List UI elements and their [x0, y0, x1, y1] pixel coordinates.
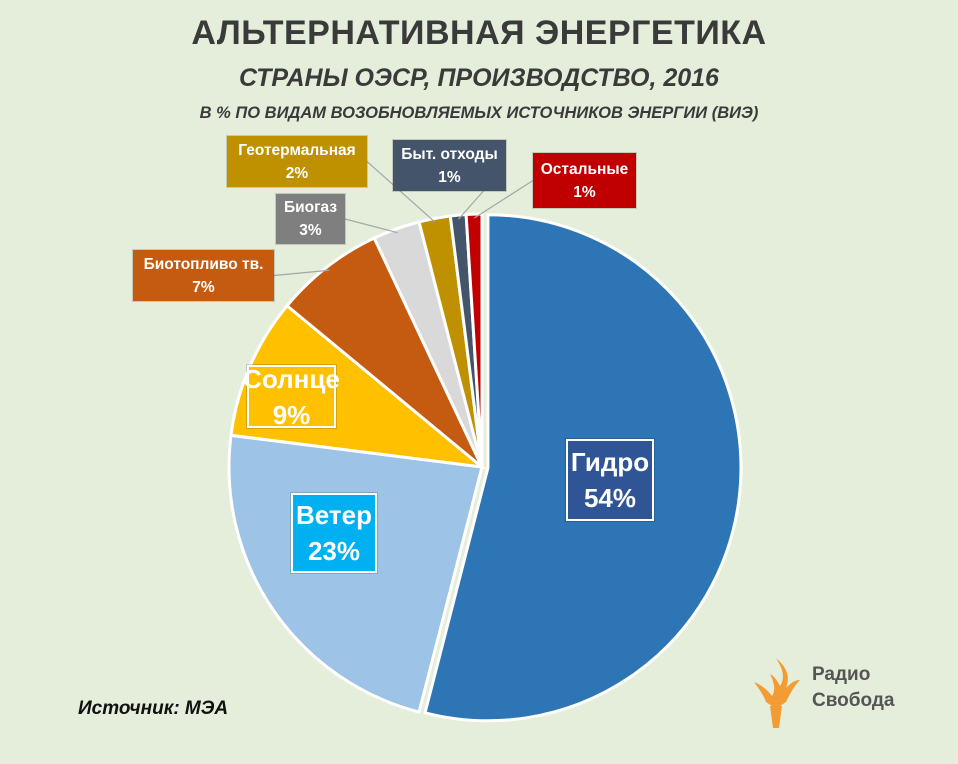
- slice-value: 1%: [573, 183, 596, 201]
- pie-slice-8: [464, 212, 484, 468]
- chart-note: В % ПО ВИДАМ ВОЗОБНОВЛЯЕМЫХ ИСТОЧНИКОВ Э…: [199, 104, 759, 122]
- pie-slice-4: [284, 236, 484, 469]
- slice-label-5: Биогаз 3%: [276, 194, 345, 244]
- slice-value: 1%: [438, 168, 461, 186]
- logo-line-2: Свобода: [812, 690, 895, 711]
- slice-name: Солнце: [243, 363, 340, 394]
- leader-line-5: [344, 218, 398, 234]
- slice-name: Быт. отходы: [401, 145, 498, 163]
- slice-name: Гидро: [570, 447, 650, 477]
- slice-label-4: Биотопливо тв. 7%: [133, 250, 274, 301]
- slice-value: 54%: [583, 483, 637, 513]
- leader-line-4: [273, 269, 330, 277]
- source-note: Источник: МЭА: [78, 698, 229, 719]
- leader-line-8: [473, 179, 534, 219]
- slice-value: 23%: [307, 536, 361, 566]
- logo-text: Радио Свобода: [812, 662, 894, 714]
- slice-label-3: Солнце 9%: [243, 364, 340, 430]
- logo-line-1: Радио: [812, 664, 871, 685]
- torch-icon: [754, 658, 800, 728]
- leader-line-6: [366, 161, 436, 223]
- slice-label-6: Геотермальная 2%: [227, 136, 367, 187]
- slice-label-1: Гидро 54%: [566, 439, 654, 521]
- slice-name: Ветер: [296, 500, 372, 530]
- slice-name: Геотермальная: [238, 141, 356, 159]
- slice-value: 2%: [285, 164, 309, 182]
- slice-name: Биотопливо тв.: [143, 255, 264, 273]
- slice-value: 7%: [192, 278, 215, 296]
- slice-name: Остальные: [540, 160, 629, 178]
- slice-label-7: Быт. отходы 1%: [393, 140, 506, 191]
- slice-label-2: Ветер 23%: [291, 493, 377, 573]
- chart-subtitle: СТРАНЫ ОЭСР, ПРОИЗВОДСТВО, 2016: [239, 64, 719, 92]
- slice-label-8: Остальные 1%: [533, 153, 636, 208]
- slice-value: 3%: [299, 222, 322, 239]
- chart-title: АЛЬТЕРНАТИВНАЯ ЭНЕРГЕТИКА: [191, 14, 767, 52]
- slice-name: Биогаз: [283, 199, 338, 216]
- slice-value: 9%: [272, 399, 311, 430]
